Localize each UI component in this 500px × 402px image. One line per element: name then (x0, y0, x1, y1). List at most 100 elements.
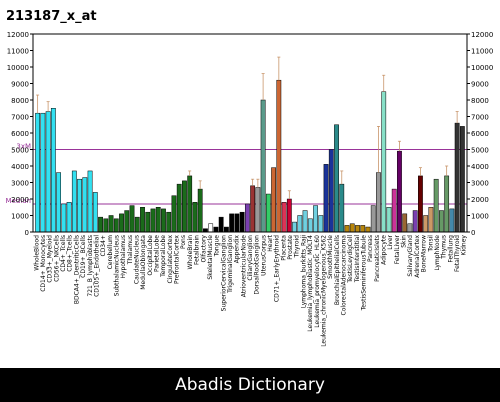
x-tick-label: CaudateNucleus (133, 235, 140, 284)
bar (213, 226, 219, 233)
x-tick-label: Adipocyte (381, 235, 388, 265)
bar (45, 111, 51, 233)
x-tick-label: CD105+_Endothelial (93, 235, 100, 297)
bar (87, 170, 93, 233)
x-tick-label: Hypothalamus (120, 235, 127, 279)
bar (307, 218, 313, 233)
bar (250, 185, 256, 233)
bar (433, 178, 439, 233)
x-tick-label: PrefrontalCortex (174, 235, 181, 284)
y-tick-label-left: 2000 (11, 196, 29, 204)
x-tick-label: CD34+ (100, 235, 107, 256)
bar (271, 167, 276, 233)
bar (349, 223, 355, 233)
bar (365, 226, 371, 233)
bar (234, 213, 240, 233)
bar (150, 208, 156, 233)
x-tick-label: Kidney (461, 235, 468, 256)
x-tick-label: SkeletalMuscle (207, 235, 214, 280)
y-tick-label-left: 9000 (11, 81, 29, 89)
bar (197, 188, 203, 233)
x-tick-label: UterusCorpus (260, 235, 267, 276)
y-tick-label-left: 8000 (11, 97, 29, 105)
reference-line-label: Median (6, 197, 31, 205)
x-tick-label: OccipitalLobe (147, 235, 154, 276)
bar (119, 213, 124, 233)
y-tick-label-left: 6000 (11, 130, 29, 138)
x-tick-label: Thalamus (127, 235, 134, 265)
bar (428, 207, 434, 233)
x-tick-label: Skin (401, 235, 408, 248)
bar (145, 211, 151, 233)
bar (171, 195, 177, 233)
bar (449, 208, 455, 233)
y-tick-label-left: 5000 (11, 147, 29, 155)
x-tick-label: Pons (180, 235, 187, 249)
y-tick-label-right: 6000 (471, 130, 489, 138)
y-tick-label-right: 4000 (471, 163, 489, 171)
x-tick-label: FetalThyroid (454, 235, 461, 272)
bar (318, 215, 324, 233)
bar (323, 164, 329, 233)
bar (155, 207, 161, 233)
bar (192, 202, 198, 233)
bar-chart: 213187_x_at 3xM Median 0 0 1000 1000 2000 2000… (5, 9, 494, 347)
bar (265, 193, 271, 233)
bar (71, 170, 77, 233)
y-tick-label-right: 5000 (471, 147, 489, 155)
bar (355, 225, 360, 233)
bar (302, 210, 308, 233)
bar (182, 180, 187, 233)
bar (161, 208, 166, 233)
bar (224, 226, 229, 233)
x-tick-label: AdrenalCortex (414, 235, 421, 278)
bar (313, 205, 318, 233)
x-tick-label: BoneMarrow (421, 235, 428, 273)
bar (239, 211, 245, 233)
x-tick-label: CD71+_EarlyErythroid (274, 235, 281, 302)
x-tick-label: Liver (387, 234, 394, 249)
bar (334, 124, 339, 233)
x-tick-label: PancreaticIslets (374, 235, 381, 282)
y-tick-label-right: 2000 (471, 196, 489, 204)
x-tick-label: CD14+_Monocytes (40, 235, 47, 292)
x-tick-label: FetalLiver (394, 234, 401, 264)
bar (50, 108, 56, 233)
x-tick-label: TrigeminalGanglion (227, 235, 234, 294)
x-tick-label: Thymus (441, 235, 448, 260)
footer-caption: Abadis Dictionary (175, 375, 325, 395)
reference-line-label: 3xM (16, 143, 31, 151)
x-tick-label: CD19+_BCells (80, 235, 87, 278)
x-tick-label: CD8+_Tcells (67, 235, 74, 272)
bar (407, 223, 413, 233)
x-tick-label: CiliaryGanglion (247, 235, 254, 281)
bar (229, 213, 235, 233)
y-tick-label-right: 9000 (471, 81, 489, 89)
x-tick-labels: WholeBlood CD14+_Monocytes CD33+_Myeloid CD… (33, 234, 467, 346)
x-tick-label: TestisInterstitial (354, 235, 361, 284)
y-tick-label-right: 1000 (471, 213, 489, 221)
y-tick-label-right: 12000 (471, 31, 493, 39)
bar (439, 210, 444, 233)
y-tick-label-left: 3000 (11, 180, 29, 188)
x-tick-label: TemporalLobe (160, 235, 167, 278)
bar (255, 187, 261, 233)
y-tick-label-right: 0 (471, 229, 475, 237)
bar (134, 216, 140, 233)
bar (376, 172, 381, 233)
x-tick-label: SalivaryGland (407, 235, 414, 277)
y-tick-label-left: 1000 (11, 213, 29, 221)
bar (459, 126, 465, 233)
x-tick-label: Leukemia_chronicMyelogenous_K562 (320, 235, 327, 347)
y-tick-label-right: 3000 (471, 180, 489, 188)
y-tick-label-right: 7000 (471, 114, 489, 122)
bar (418, 175, 423, 233)
x-tick-label: Lymphoma_burkitts_Raji (300, 235, 307, 308)
bar (328, 149, 334, 233)
x-tick-label: ColorectalAdenocarcinoma (340, 235, 347, 316)
bar (281, 202, 287, 233)
bar (92, 192, 98, 233)
x-tick-label: CD33+_Myeloid (47, 235, 54, 283)
x-tick-label: SuperiorCervicalGanglion (220, 235, 227, 312)
